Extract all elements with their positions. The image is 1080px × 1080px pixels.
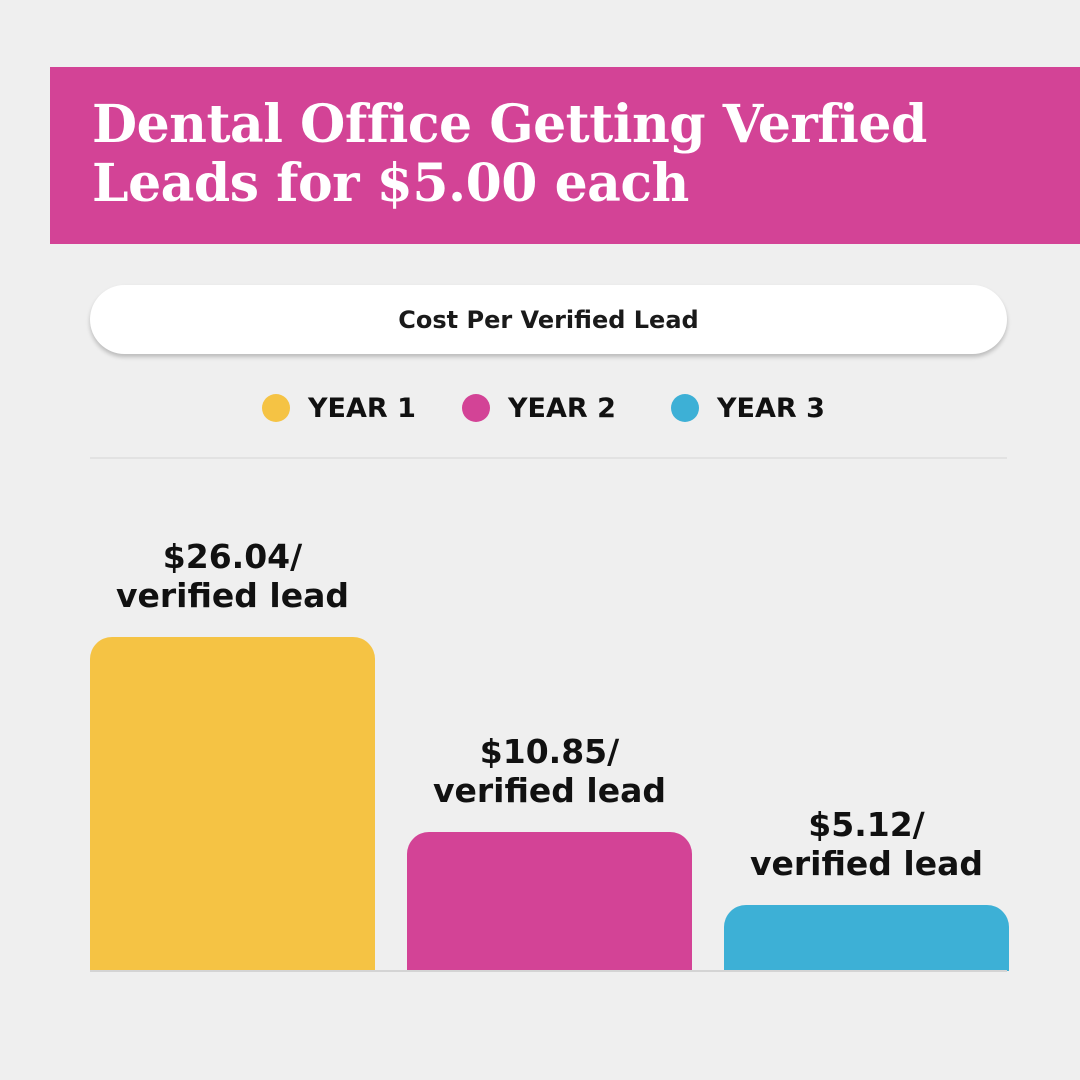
title-banner: Dental Office Getting Verfied Leads for … (50, 67, 1080, 244)
chart-baseline (90, 970, 1007, 972)
bar-unit-year-2: verified lead (432, 771, 666, 810)
bar-label-year-2: $10.85/ verified lead (387, 732, 712, 810)
page-title-line-2: Leads for $5.00 each (92, 153, 689, 214)
legend-divider (90, 457, 1007, 459)
chart-title: Cost Per Verified Lead (398, 305, 699, 334)
legend-item-year-3: YEAR 3 (671, 388, 825, 428)
bar-value-year-3: $5.12/ (808, 805, 925, 844)
page-title-line-1: Dental Office Getting Verfied (92, 94, 927, 155)
legend-swatch-year-2 (462, 394, 490, 422)
bar-year-3 (724, 905, 1009, 971)
legend-swatch-year-1 (262, 394, 290, 422)
bar-unit-year-1: verified lead (115, 576, 349, 615)
legend-item-year-1: YEAR 1 (262, 388, 416, 428)
bar-unit-year-3: verified lead (749, 844, 983, 883)
bar-label-year-1: $26.04/ verified lead (70, 537, 395, 615)
page-title: Dental Office Getting Verfied Leads for … (92, 95, 1052, 213)
bar-value-year-2: $10.85/ (479, 732, 620, 771)
legend-label-year-3: YEAR 3 (717, 392, 825, 424)
legend-item-year-2: YEAR 2 (462, 388, 616, 428)
chart-title-pill: Cost Per Verified Lead (90, 285, 1007, 354)
legend-label-year-2: YEAR 2 (508, 392, 616, 424)
legend-swatch-year-3 (671, 394, 699, 422)
legend-label-year-1: YEAR 1 (308, 392, 416, 424)
bar-year-1 (90, 637, 375, 971)
bar-value-year-1: $26.04/ (162, 537, 303, 576)
bar-label-year-3: $5.12/ verified lead (704, 805, 1029, 883)
bar-year-2 (407, 832, 692, 971)
